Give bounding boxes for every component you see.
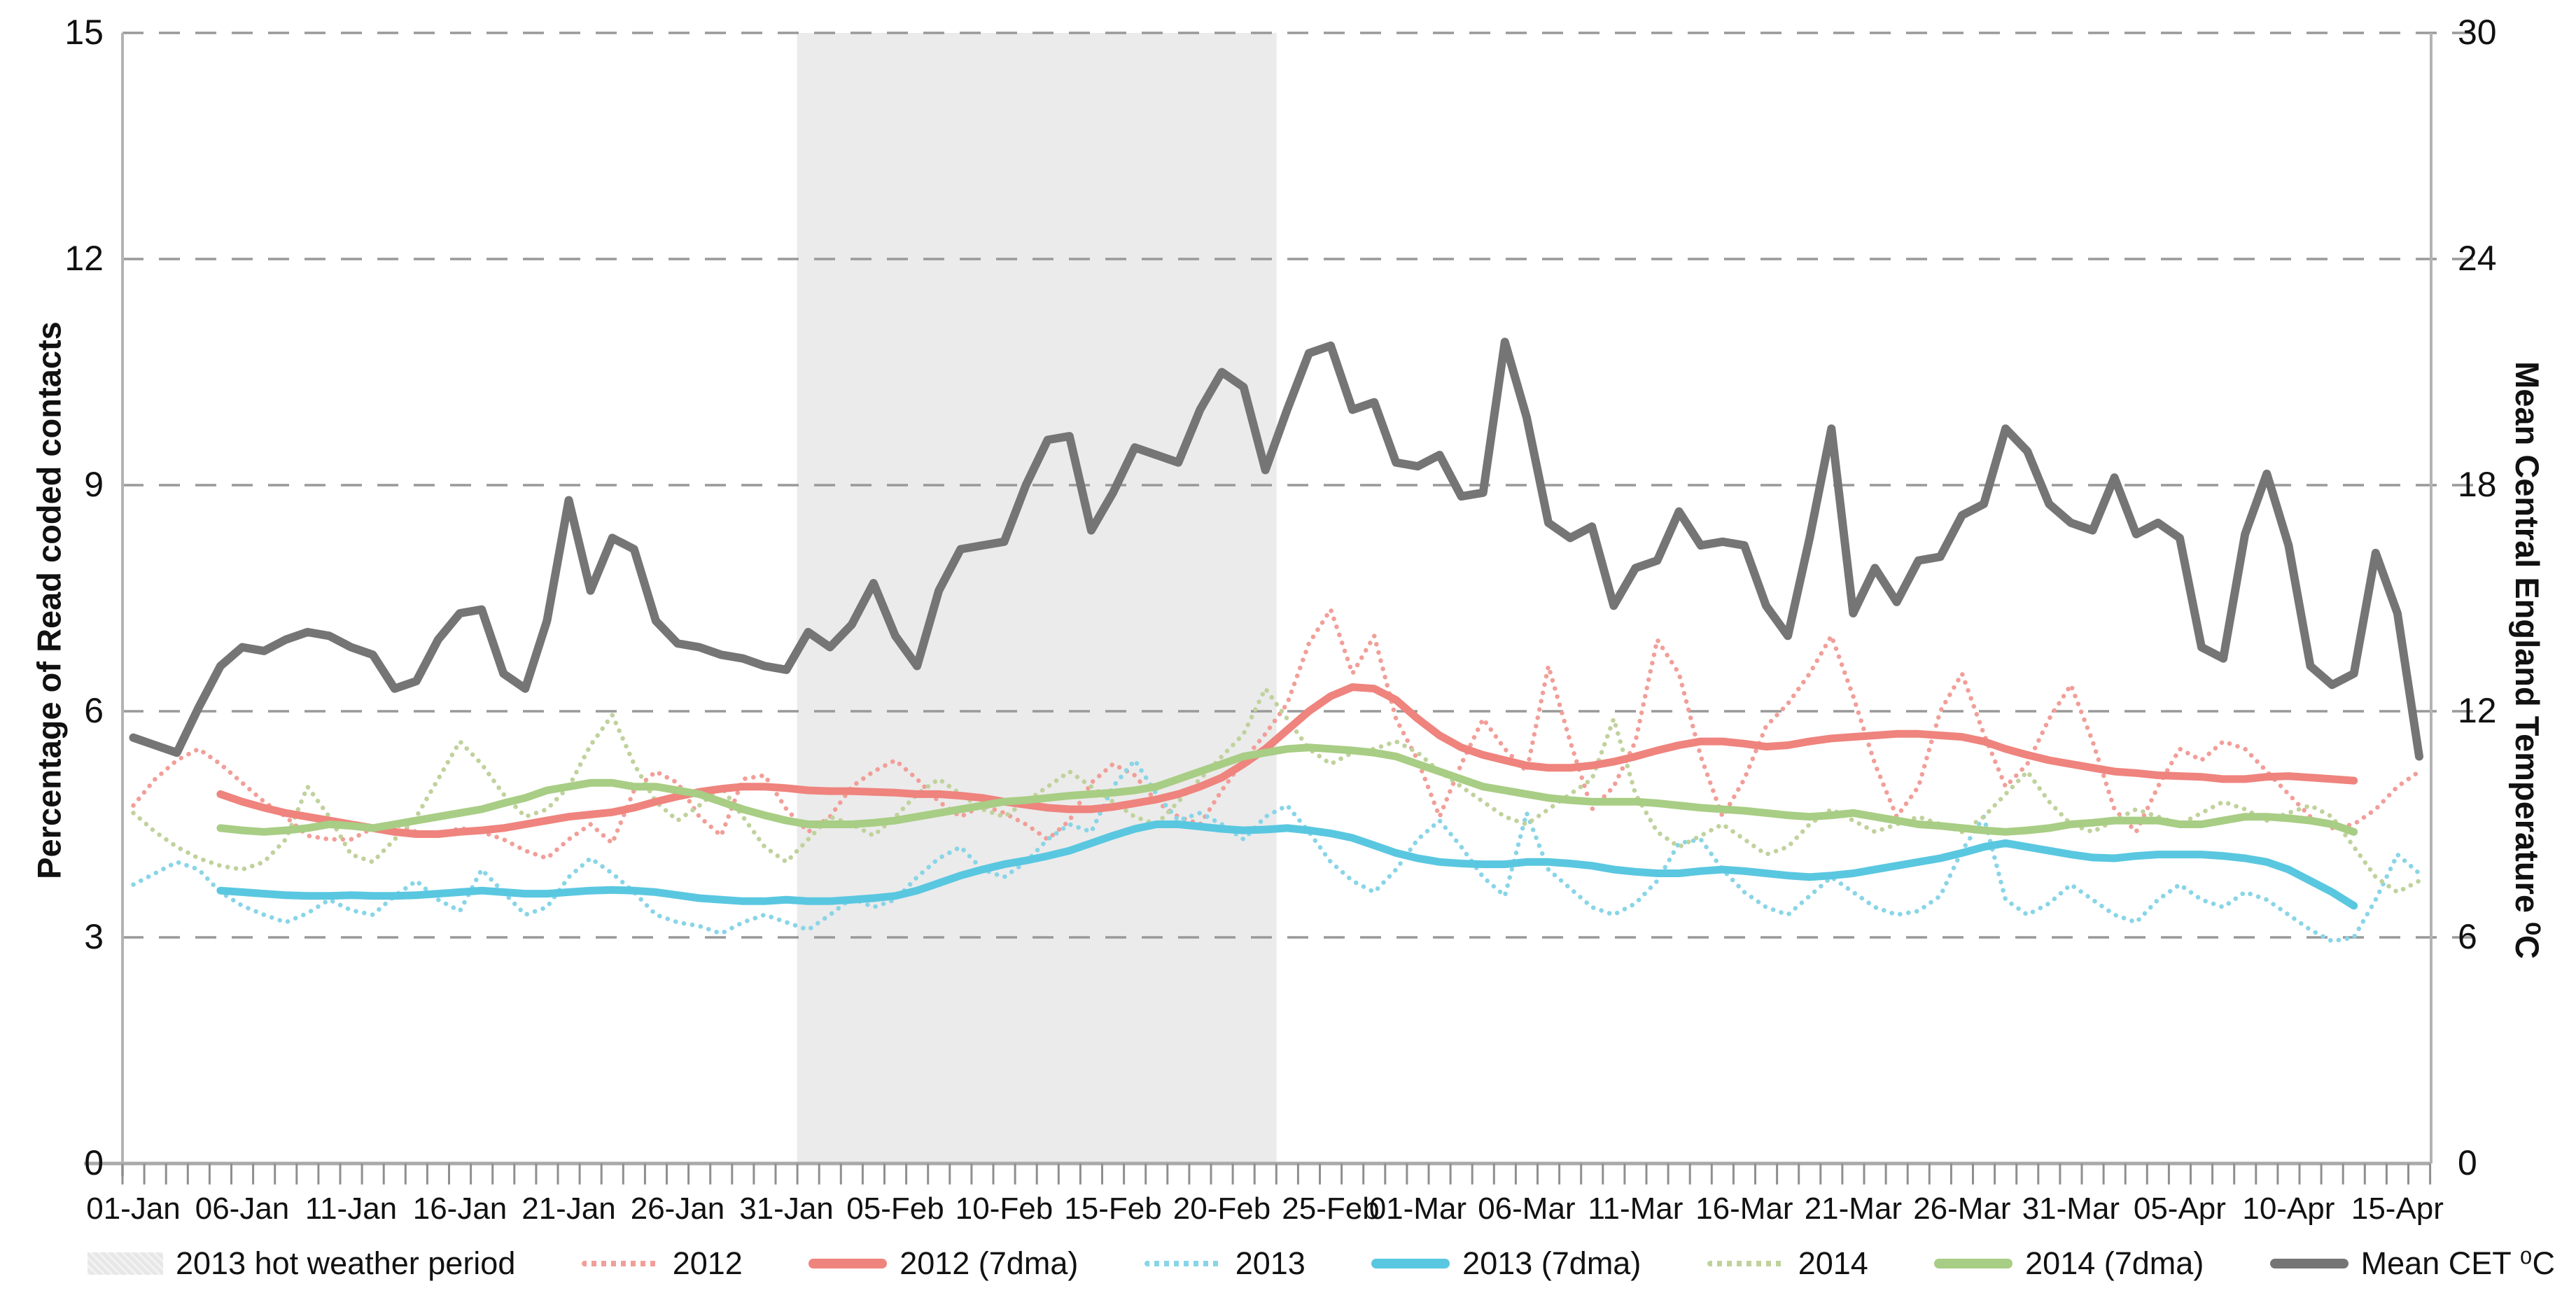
legend-item-6: 2014 (7dma) [1934,1245,2204,1282]
x-tick-label: 16-Jan [412,1191,507,1226]
legend-item-4: 2013 (7dma) [1371,1245,1641,1282]
legend-label: 2013 [1235,1245,1306,1281]
series-2013-7dma [216,820,2358,910]
legend-band-swatch [88,1252,163,1275]
x-tick-label: 01-Jan [86,1191,181,1226]
series-mean-cet [129,337,2423,761]
x-tick-label: 05-Apr [2133,1191,2226,1226]
y-right-tick-label: 0 [2458,1143,2477,1182]
x-tick-label: 01-Mar [1368,1191,1467,1226]
legend-item-5: 2014 [1707,1245,1868,1282]
legend-label: Mean CET ⁰C [2360,1245,2555,1281]
series-2012-daily [131,607,2422,861]
legend-label: 2013 hot weather period [176,1245,516,1281]
legend-solid-line-swatch [1371,1258,1450,1268]
x-tick-label: 26-Jan [630,1191,725,1226]
x-tick-label: 21-Mar [1804,1191,1903,1226]
x-tick-label: 20-Feb [1172,1191,1271,1226]
legend-label: 2013 (7dma) [1462,1245,1642,1281]
y-left-tick-label: 15 [64,13,104,52]
x-tick-label: 10-Apr [2242,1191,2335,1226]
series-2014-daily [131,686,2422,895]
legend-item-1: 2012 [581,1245,743,1282]
x-tick-label: 15-Apr [2351,1191,2444,1226]
y-left-tick-label: 3 [84,917,104,956]
legend-item-2: 2012 (7dma) [808,1245,1078,1282]
legend-item-0: 2013 hot weather period [88,1245,515,1282]
x-tick-label: 15-Feb [1064,1191,1162,1226]
x-tick-label: 26-Mar [1913,1191,2011,1226]
x-tick-label: 10-Feb [955,1191,1054,1226]
legend-item-7: Mean CET ⁰C [2269,1245,2555,1282]
legend-solid-line-swatch [1934,1258,2013,1268]
x-tick-label: 11-Jan [304,1191,398,1226]
x-tick-label: 21-Jan [522,1191,616,1226]
x-tick-label: 06-Mar [1478,1191,1576,1226]
y-left-tick-label: 9 [84,465,104,504]
x-tick-label: 16-Mar [1695,1191,1793,1226]
x-tick-label: 25-Feb [1282,1191,1380,1226]
legend-label: 2014 (7dma) [2025,1245,2204,1281]
legend-item-3: 2013 [1144,1245,1306,1282]
x-tick-label: 06-Jan [195,1191,290,1226]
series-2012-7dma [216,683,2358,838]
x-tick-label: 11-Mar [1588,1191,1684,1226]
y-right-tick-label: 30 [2458,13,2497,52]
legend-dotted-line-swatch [1144,1260,1223,1266]
y-right-axis-title: Mean Central England Temperature ⁰C [2509,361,2546,959]
y-right-tick-label: 24 [2458,239,2497,278]
legend: 2013 hot weather period 2012 2012 (7dma) 20… [88,1245,2555,1282]
y-left-tick-label: 0 [84,1143,104,1182]
legend-label: 2012 [672,1245,743,1281]
legend-solid-line-swatch [808,1258,888,1268]
series-2014-7dma [216,743,2358,836]
y-left-tick-label: 6 [84,691,104,730]
y-right-tick-label: 12 [2458,691,2497,730]
y-right-tick-label: 18 [2458,465,2497,504]
legend-dotted-line-swatch [1707,1260,1786,1266]
legend-solid-line-swatch [2269,1258,2348,1268]
y-left-tick-label: 12 [64,239,104,278]
legend-dotted-line-swatch [581,1260,660,1266]
x-tick-label: 31-Jan [739,1191,834,1226]
legend-label: 2014 [1798,1245,1868,1281]
y-right-tick-label: 6 [2458,917,2477,956]
series-2013-daily [131,757,2422,944]
legend-label: 2012 (7dma) [899,1245,1079,1281]
x-tick-label: 05-Feb [846,1191,944,1226]
x-tick-label: 31-Mar [2022,1191,2120,1226]
